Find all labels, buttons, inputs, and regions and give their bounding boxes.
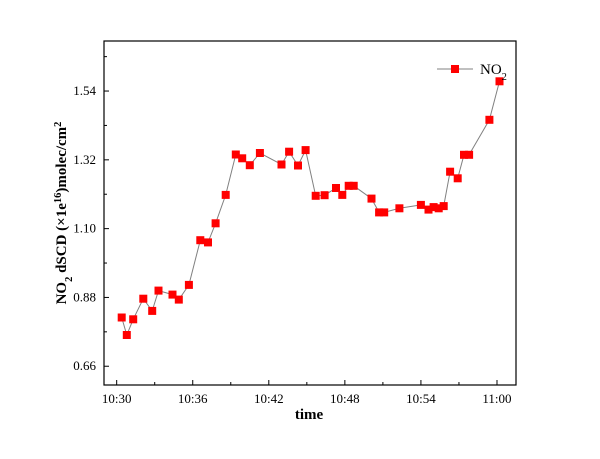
x-tick-label: 10:30 <box>102 391 132 406</box>
data-point <box>434 204 443 213</box>
data-point <box>344 181 353 190</box>
x-axis-title: time <box>295 407 324 423</box>
x-axis: 10:30 10:36 10:42 10:48 10:54 11:00 <box>102 380 512 406</box>
data-point <box>238 154 247 163</box>
x-tick-label: 11:00 <box>482 391 511 406</box>
y-tick-label: 1.32 <box>73 152 96 167</box>
data-point <box>311 191 320 200</box>
data-point <box>221 190 230 199</box>
legend-marker <box>451 65 459 73</box>
data-point <box>439 202 448 211</box>
data-point <box>446 167 455 176</box>
data-point <box>174 295 183 304</box>
data-point <box>255 149 264 157</box>
data-point <box>139 294 148 303</box>
data-point <box>375 208 384 217</box>
data-point <box>320 191 329 200</box>
x-tick-label: 10:36 <box>178 391 208 406</box>
data-point <box>122 331 131 339</box>
data-point <box>168 290 177 299</box>
data-point <box>495 77 504 86</box>
legend: NO2 <box>437 62 507 83</box>
y-tick-label: 0.66 <box>73 358 96 373</box>
data-point <box>380 208 389 217</box>
data-point <box>301 146 310 155</box>
x-tick-label: 10:42 <box>254 391 284 406</box>
data-point <box>460 150 468 159</box>
data-point <box>294 161 302 170</box>
data-point <box>184 280 193 289</box>
data-point <box>465 150 474 159</box>
data-point <box>367 194 376 203</box>
data-point <box>211 219 220 228</box>
data-point <box>148 306 157 315</box>
data-point <box>204 238 212 247</box>
data-point <box>485 115 494 124</box>
y-axis: 0.66 0.88 1.10 1.32 1.54 <box>73 56 109 373</box>
data-point <box>338 190 347 199</box>
data-point <box>349 181 358 190</box>
data-point <box>429 203 438 212</box>
data-point <box>154 286 163 295</box>
data-point <box>453 174 462 183</box>
y-tick-label: 0.88 <box>73 289 96 304</box>
data-point <box>117 313 126 322</box>
data-point <box>277 160 286 169</box>
data-point <box>129 315 138 324</box>
data-point <box>395 204 404 213</box>
data-point <box>285 147 294 156</box>
data-point <box>245 161 254 170</box>
y-tick-label: 1.10 <box>73 221 96 236</box>
plot-frame <box>103 40 517 386</box>
series-no2 <box>117 77 504 339</box>
y-tick-label: 1.54 <box>73 83 96 98</box>
data-point <box>424 205 433 214</box>
data-point <box>231 150 240 159</box>
x-tick-label: 10:48 <box>330 391 360 406</box>
y-axis-title: NO2 dSCD (×1e16)molec/cm2 <box>53 122 75 305</box>
legend-label-no2: NO2 <box>480 62 507 83</box>
x-tick-label: 10:54 <box>406 391 436 406</box>
data-point <box>416 200 425 209</box>
data-point <box>332 184 340 192</box>
data-point <box>196 236 205 245</box>
